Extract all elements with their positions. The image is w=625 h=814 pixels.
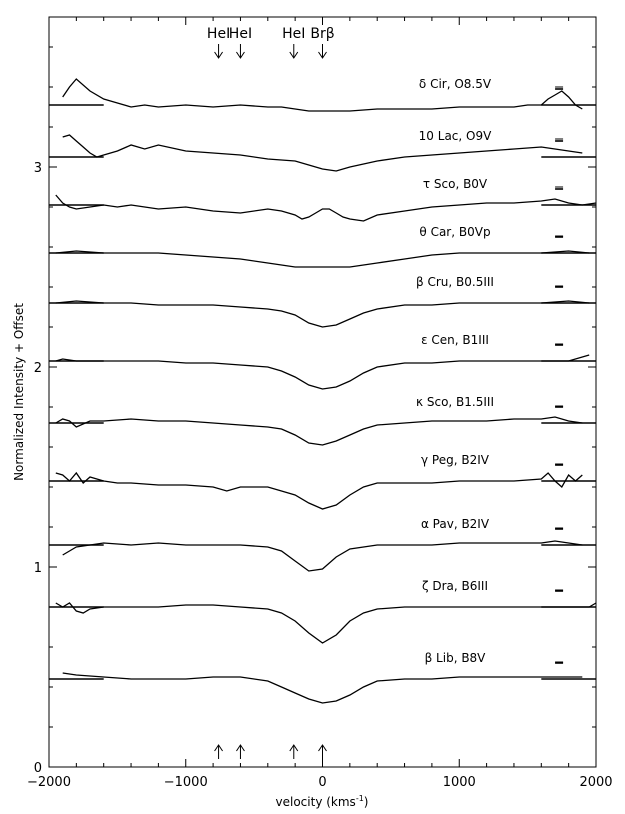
line-marker-label: HeI: [282, 26, 305, 42]
star-label: β Lib, B8V: [425, 651, 487, 665]
y-tick-label: 2: [34, 361, 42, 376]
up-arrow-icon: [318, 744, 327, 752]
down-arrow-icon: [214, 51, 223, 59]
line-marker-label: HeI: [207, 26, 230, 42]
star-label: κ Sco, B1.5III: [416, 395, 494, 409]
y-tick-label: 1: [34, 561, 42, 576]
spectrum-group: κ Sco, B1.5III: [49, 395, 596, 446]
line-marker-label: HeI: [229, 26, 252, 42]
x-tick-label: 2000: [579, 775, 612, 790]
x-axis: −2000 −1000 0 1000 2000: [27, 17, 613, 790]
star-label: 10 Lac, O9V: [419, 129, 492, 143]
spectrum-group: θ Car, B0Vp: [49, 225, 596, 268]
x-tick-label: −1000: [164, 775, 208, 790]
star-label: β Cru, B0.5III: [416, 275, 494, 289]
spectrum-group: 10 Lac, O9V: [49, 129, 596, 172]
spectrum-line: [55, 300, 590, 328]
spectrum-line: [55, 194, 597, 222]
y-axis-title: Normalized Intensity + Offset: [12, 303, 26, 481]
spectrum-line: [55, 471, 583, 510]
plot-frame: [48, 16, 597, 768]
star-label: θ Car, B0Vp: [419, 225, 490, 239]
spectrum-line: [55, 250, 590, 268]
star-label: τ Sco, B0V: [423, 177, 488, 191]
spectrum-line: [62, 540, 583, 572]
spectrum-group: β Cru, B0.5III: [49, 275, 596, 328]
x-axis-title: velocity (kms-1): [276, 794, 369, 809]
spectrum-group: δ Cir, O8.5V: [49, 77, 596, 112]
spectrum-line: [55, 416, 583, 446]
star-label: δ Cir, O8.5V: [419, 77, 492, 91]
spectra-series: δ Cir, O8.5V 10 Lac, O9V τ Sco, B0V θ Car, …: [49, 77, 597, 704]
spectrum-line: [55, 602, 597, 644]
up-arrow-icon: [236, 744, 245, 752]
line-markers-bottom: [214, 744, 327, 759]
x-tick-label: 0: [318, 775, 326, 790]
star-label: ε Cen, B1III: [421, 333, 489, 347]
up-arrow-icon: [214, 744, 223, 752]
spectrum-line: [62, 134, 583, 172]
spectrum-group: ζ Dra, B6III: [49, 579, 597, 644]
spectrum-group: γ Peg, B2IV: [49, 453, 596, 510]
y-tick-label: 0: [34, 761, 42, 776]
star-label: γ Peg, B2IV: [421, 453, 490, 467]
spectrum-line: [55, 354, 590, 390]
star-label: ζ Dra, B6III: [422, 579, 488, 593]
spectrum-group: ε Cen, B1III: [49, 333, 596, 390]
spectrum-group: β Lib, B8V: [49, 651, 596, 704]
down-arrow-icon: [289, 51, 299, 59]
x-tick-label: 1000: [443, 775, 476, 790]
down-arrow-icon: [236, 51, 245, 59]
y-tick-label: 3: [34, 161, 42, 176]
spectrum-line: [62, 78, 583, 112]
spectrum-group: α Pav, B2IV: [49, 517, 596, 572]
down-arrow-icon: [318, 51, 327, 59]
star-label: α Pav, B2IV: [421, 517, 490, 531]
spectrum-line: [62, 672, 583, 704]
up-arrow-icon: [289, 744, 299, 752]
line-marker-label: Brβ: [310, 26, 334, 42]
x-tick-label: −2000: [27, 775, 71, 790]
spectrum-group: τ Sco, B0V: [49, 177, 597, 222]
y-axis: 0 1 2 3: [34, 46, 596, 776]
